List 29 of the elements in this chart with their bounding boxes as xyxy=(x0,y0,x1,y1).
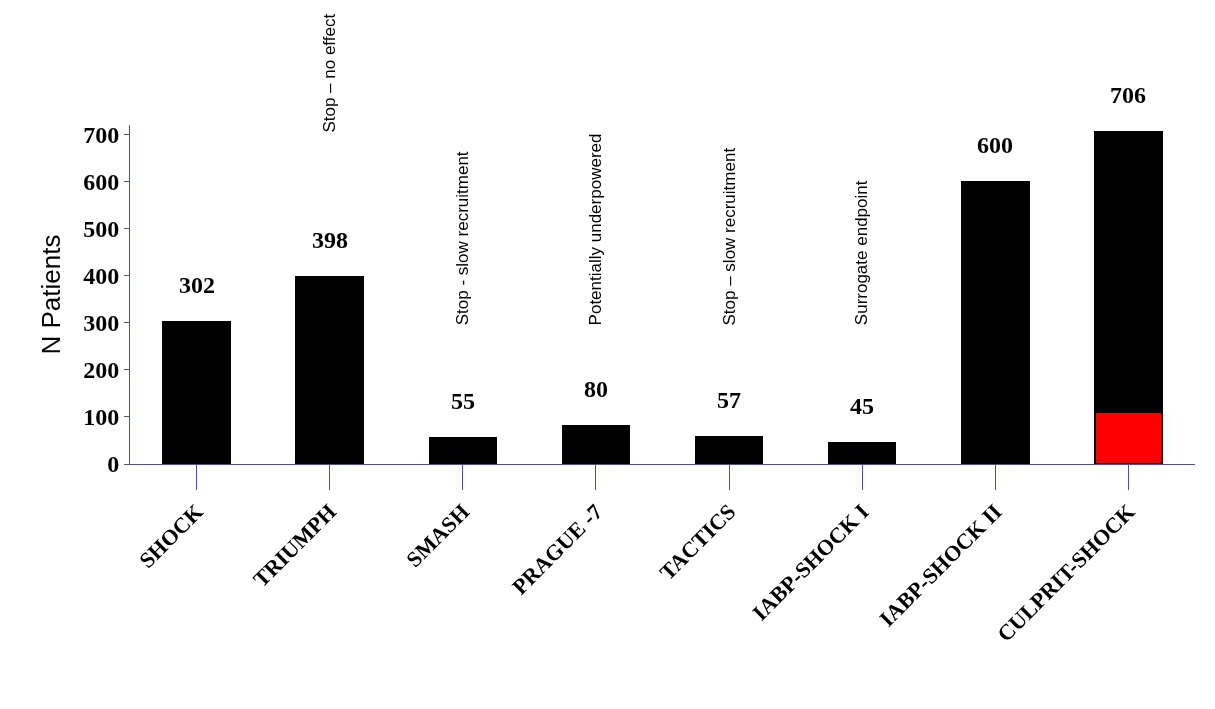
bar xyxy=(162,320,231,464)
y-tick-label: 100 xyxy=(83,404,120,431)
total-label: 45 xyxy=(850,393,874,419)
y-tick-label: 0 xyxy=(107,451,120,478)
annotation: Potentially underpowered xyxy=(586,133,606,326)
y-tick-label: 400 xyxy=(83,263,120,290)
annotation: Stop – no effect xyxy=(319,13,339,133)
annotation: Stop - slow recruitment xyxy=(453,151,473,326)
total-label: 55 xyxy=(451,388,475,414)
bar xyxy=(428,437,498,464)
total-label: 706 xyxy=(1110,82,1146,108)
y-tick-label: 500 xyxy=(83,215,120,242)
annotation: Stop – slow recruitment xyxy=(719,147,739,326)
bar xyxy=(961,180,1030,464)
y-axis-title: N Patients xyxy=(35,234,66,355)
total-label: 302 xyxy=(179,272,215,298)
total-label: 600 xyxy=(977,132,1013,158)
total-label: 398 xyxy=(312,227,348,253)
y-tick-label: 200 xyxy=(83,357,120,384)
total-label: 80 xyxy=(584,376,608,402)
bar xyxy=(827,441,897,464)
bar xyxy=(295,275,364,464)
total-label: 57 xyxy=(717,387,741,413)
bar xyxy=(694,436,764,464)
y-tick-label: 700 xyxy=(83,121,120,148)
y-tick-label: 300 xyxy=(83,310,120,337)
y-tick-label: 600 xyxy=(83,168,120,195)
bar xyxy=(561,425,631,464)
annotation: Surrogate endpoint xyxy=(852,180,872,326)
